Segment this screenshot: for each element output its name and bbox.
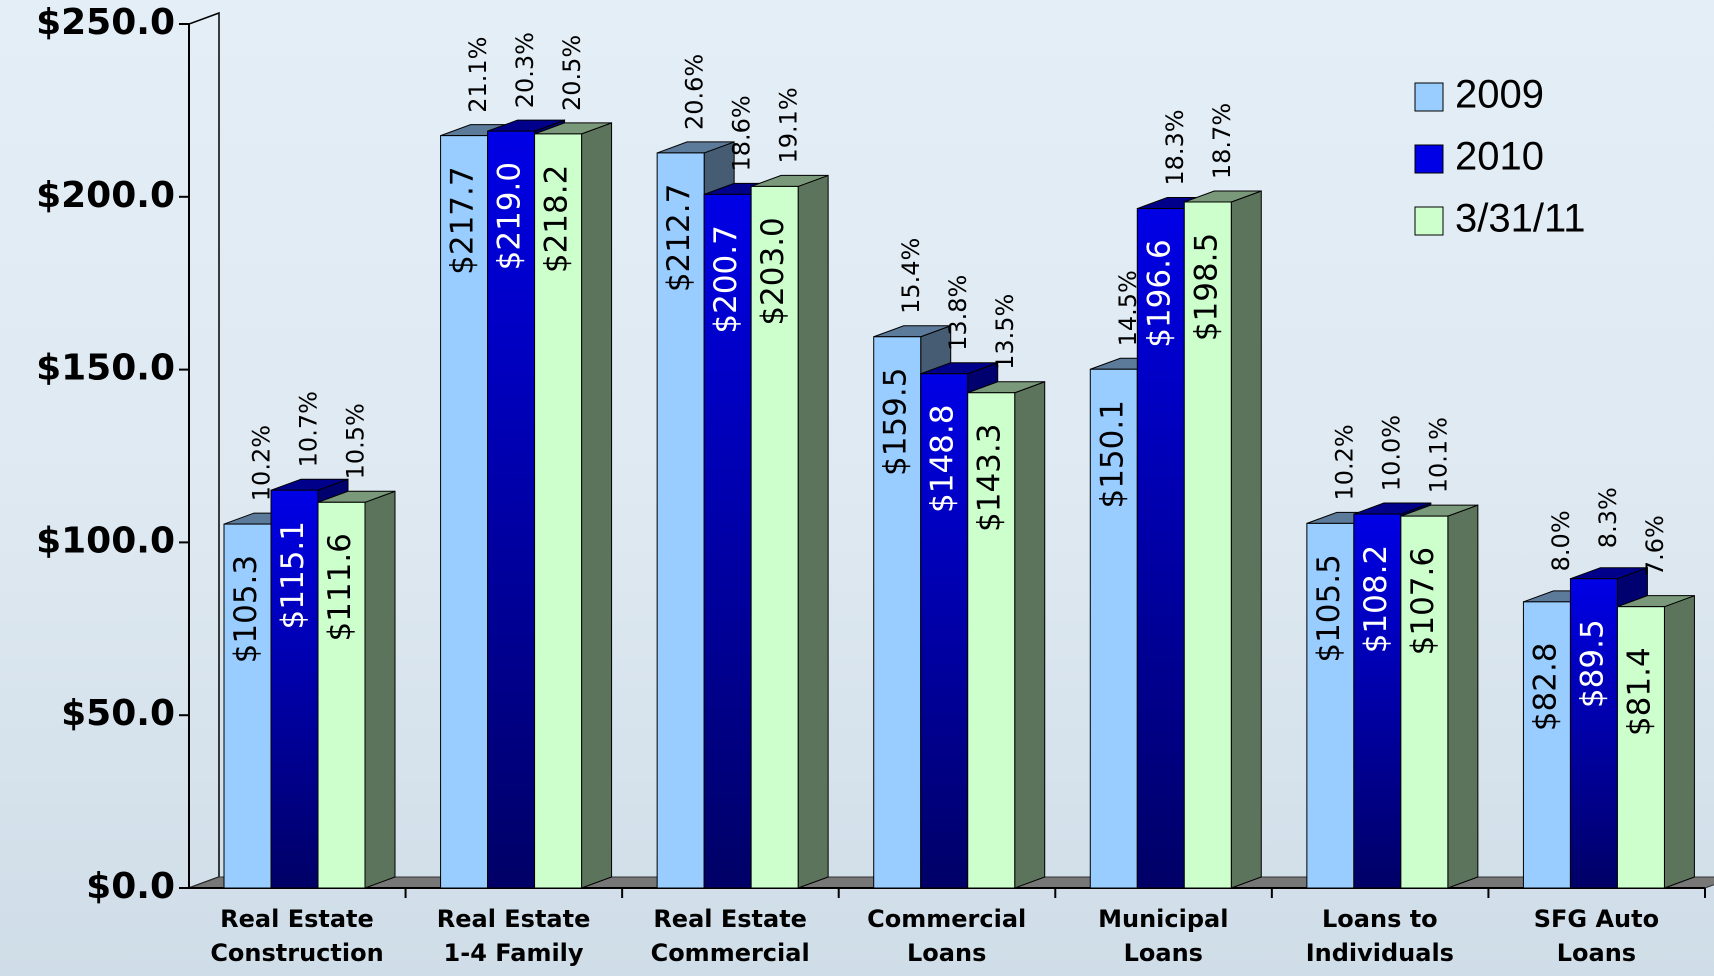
y-tick-label: $150.0: [36, 348, 175, 389]
bar-front: [1522, 601, 1571, 889]
value-label: $105.3: [228, 555, 264, 663]
x-tick-label: Commercial Loans: [867, 905, 1027, 967]
value-label: $105.5: [1311, 554, 1347, 662]
bar-side: [581, 122, 613, 889]
percent-label: 18.7%: [1208, 103, 1236, 179]
legend-label: 3/31/11: [1455, 197, 1586, 241]
bar-front: [534, 133, 583, 889]
percent-label: 20.6%: [681, 54, 709, 130]
bar-side: [1230, 190, 1262, 889]
bar: [317, 490, 396, 889]
value-label: $196.6: [1141, 239, 1177, 347]
percent-label: 18.3%: [1161, 109, 1189, 185]
value-label: $111.6: [322, 533, 358, 641]
y-tick-label: $250.0: [36, 2, 175, 43]
percent-label: 10.2%: [1330, 424, 1358, 500]
percent-label: 18.6%: [728, 95, 756, 171]
x-tick-label: Real Estate 1-4 Family: [436, 905, 591, 967]
bar-front: [223, 523, 272, 889]
bar-front: [1569, 578, 1618, 889]
value-label: $115.1: [275, 521, 311, 629]
bar-front: [1306, 522, 1355, 889]
legend-swatch: [1414, 82, 1444, 112]
percent-label: 7.6%: [1641, 515, 1669, 576]
bar: [750, 174, 829, 889]
y-tick-label: $100.0: [36, 520, 175, 561]
bar-side: [1014, 381, 1046, 889]
bar-front: [1616, 606, 1665, 889]
legend-swatch: [1414, 144, 1444, 174]
percent-label: 10.7%: [295, 391, 323, 467]
value-label: $212.7: [661, 184, 697, 292]
percent-label: 10.1%: [1424, 417, 1452, 493]
legend-label: 2010: [1455, 135, 1544, 179]
bar-front: [487, 130, 536, 889]
value-label: $217.7: [445, 166, 481, 274]
percent-label: 10.5%: [342, 403, 370, 479]
value-label: $81.4: [1621, 647, 1657, 736]
value-label: $143.3: [972, 424, 1008, 532]
y-tick-label: $0.0: [86, 866, 175, 907]
percent-label: 21.1%: [464, 37, 492, 113]
bar-side: [1447, 504, 1479, 889]
bar-front: [1400, 515, 1449, 889]
value-label: $219.0: [492, 162, 528, 270]
percent-label: 10.0%: [1377, 415, 1405, 491]
percent-label: 13.8%: [944, 275, 972, 351]
value-label: $107.6: [1405, 547, 1441, 655]
bar-front: [656, 152, 705, 889]
bar-front: [873, 336, 922, 889]
percent-label: 19.1%: [775, 87, 803, 163]
bar: [967, 381, 1046, 889]
value-label: $159.5: [878, 368, 914, 476]
value-label: $82.8: [1527, 642, 1563, 731]
value-label: $218.2: [539, 165, 575, 273]
bar-front: [1183, 201, 1232, 889]
bar: [1400, 504, 1479, 889]
x-tick-label: SFG Auto Loans: [1533, 905, 1660, 967]
bar-front: [1089, 368, 1138, 889]
x-tick-label: Real Estate Construction: [210, 905, 384, 967]
bar-side: [364, 490, 396, 889]
back-wall: [188, 11, 220, 890]
value-label: $148.8: [925, 405, 961, 513]
bar-front: [1353, 513, 1402, 889]
percent-label: 15.4%: [897, 238, 925, 314]
bar-front: [920, 373, 969, 889]
percent-label: 8.3%: [1594, 487, 1622, 548]
percent-label: 20.5%: [558, 35, 586, 111]
x-tick-label: Real Estate Commercial: [650, 905, 810, 967]
bar-side: [1663, 594, 1695, 889]
value-label: $108.2: [1358, 545, 1394, 653]
bar: [534, 122, 613, 889]
bar: [1183, 190, 1262, 889]
bar-front: [1136, 208, 1185, 889]
bar-front: [270, 489, 319, 889]
bar-front: [317, 501, 366, 889]
x-tick-label: Loans to Individuals: [1305, 905, 1454, 967]
bar-side: [797, 174, 829, 889]
value-label: $198.5: [1188, 233, 1224, 341]
percent-label: 20.3%: [511, 32, 539, 108]
bar-front: [750, 185, 799, 889]
percent-label: 13.5%: [991, 294, 1019, 370]
value-label: $200.7: [708, 225, 744, 333]
legend-swatch: [1414, 206, 1444, 236]
value-label: $89.5: [1574, 619, 1610, 708]
bar: [1616, 594, 1695, 889]
x-tick-label: Municipal Loans: [1098, 905, 1229, 967]
legend-label: 2009: [1455, 73, 1544, 117]
bar-front: [967, 392, 1016, 889]
value-label: $203.0: [755, 217, 791, 325]
y-tick-label: $200.0: [36, 175, 175, 216]
value-label: $150.1: [1094, 400, 1130, 508]
percent-label: 8.0%: [1547, 510, 1575, 571]
y-tick-label: $50.0: [61, 693, 175, 734]
percent-label: 10.2%: [248, 425, 276, 501]
